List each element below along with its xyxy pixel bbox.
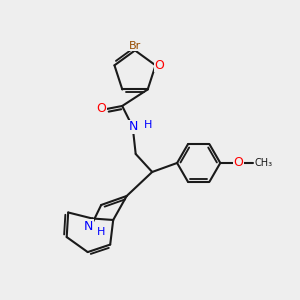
Text: O: O [96, 103, 106, 116]
Text: N: N [84, 220, 93, 233]
Text: O: O [233, 157, 243, 169]
Text: O: O [154, 59, 164, 72]
Text: N: N [129, 121, 138, 134]
Text: H: H [97, 227, 106, 237]
Text: CH₃: CH₃ [255, 158, 273, 168]
Text: Br: Br [129, 41, 141, 51]
Text: H: H [144, 121, 152, 130]
